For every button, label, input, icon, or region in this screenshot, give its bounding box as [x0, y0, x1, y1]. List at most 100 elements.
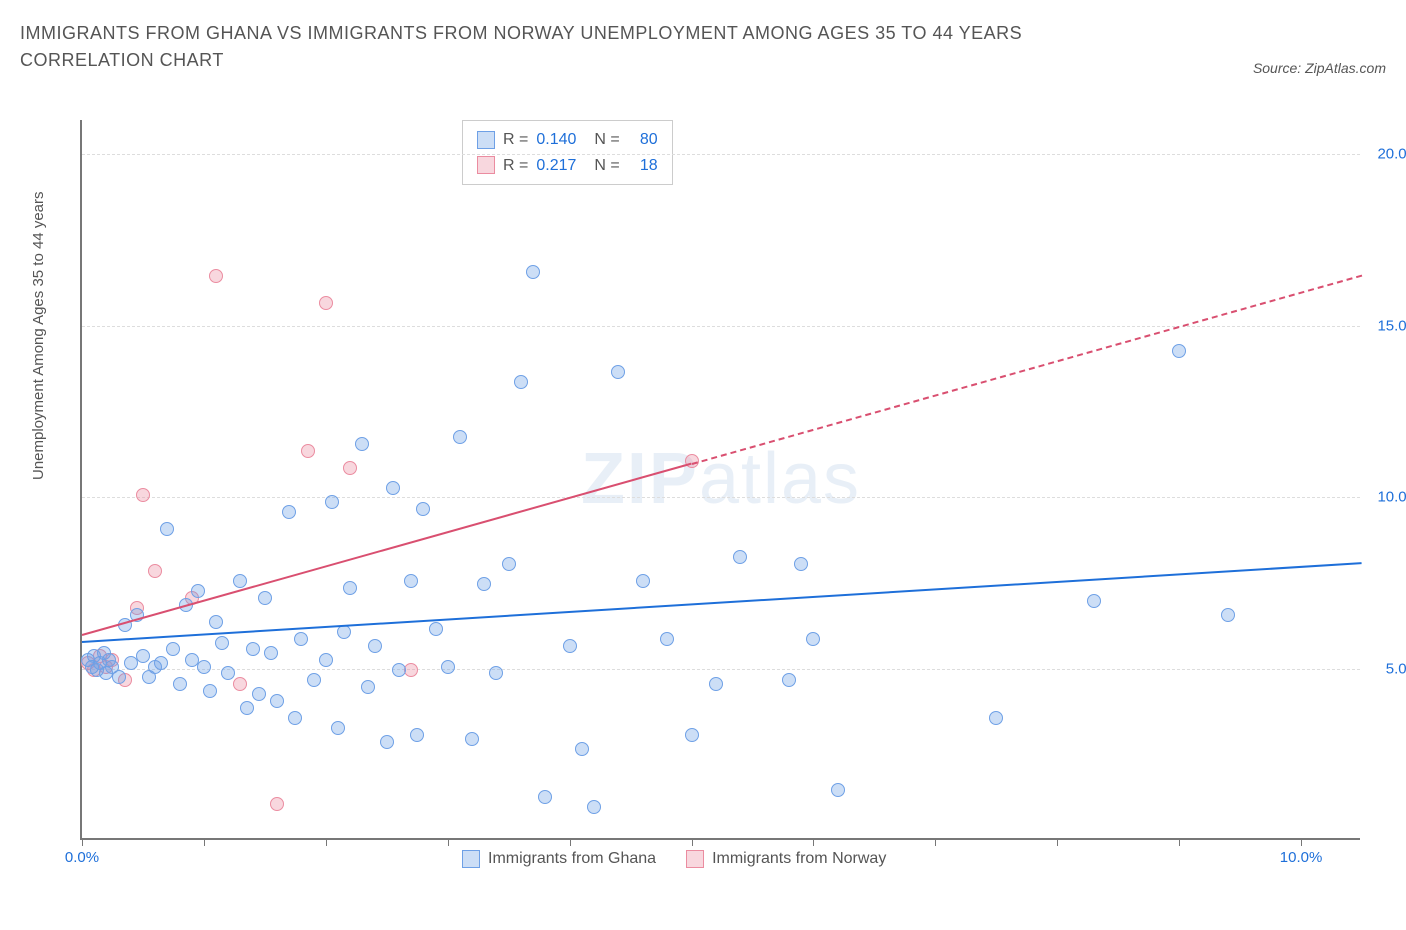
- legend-r-label: R =: [503, 127, 528, 153]
- scatter-point-ghana: [307, 673, 321, 687]
- x-tick-label: 0.0%: [65, 849, 99, 866]
- scatter-point-ghana: [575, 742, 589, 756]
- scatter-point-ghana: [233, 574, 247, 588]
- scatter-point-ghana: [264, 646, 278, 660]
- scatter-point-ghana: [203, 684, 217, 698]
- legend-n-value: 18: [628, 153, 658, 179]
- series-legend-item: Immigrants from Norway: [686, 850, 886, 868]
- x-tick: [570, 838, 571, 846]
- correlation-legend: R =0.140N =80R =0.217N =18: [462, 120, 673, 185]
- chart-title: IMMIGRANTS FROM GHANA VS IMMIGRANTS FROM…: [20, 20, 1120, 74]
- trend-line-ghana: [82, 562, 1362, 643]
- scatter-point-ghana: [685, 728, 699, 742]
- scatter-point-ghana: [441, 660, 455, 674]
- scatter-point-ghana: [636, 574, 650, 588]
- scatter-point-ghana: [1172, 344, 1186, 358]
- scatter-point-ghana: [221, 666, 235, 680]
- grid-line: [82, 326, 1360, 327]
- scatter-point-ghana: [709, 677, 723, 691]
- series-legend-label: Immigrants from Ghana: [488, 850, 656, 868]
- scatter-point-ghana: [526, 265, 540, 279]
- x-tick: [1301, 838, 1302, 846]
- series-legend: Immigrants from Ghana Immigrants from Nor…: [462, 850, 886, 868]
- x-tick: [1057, 838, 1058, 846]
- scatter-point-ghana: [294, 632, 308, 646]
- scatter-point-ghana: [355, 437, 369, 451]
- scatter-point-ghana: [240, 701, 254, 715]
- scatter-point-ghana: [215, 636, 229, 650]
- scatter-point-ghana: [587, 800, 601, 814]
- legend-row: R =0.217N =18: [477, 153, 658, 179]
- scatter-point-ghana: [252, 687, 266, 701]
- scatter-point-ghana: [361, 680, 375, 694]
- scatter-point-ghana: [1221, 608, 1235, 622]
- scatter-point-norway: [148, 564, 162, 578]
- scatter-point-ghana: [270, 694, 284, 708]
- scatter-point-ghana: [337, 625, 351, 639]
- legend-n-label: N =: [594, 127, 619, 153]
- scatter-point-ghana: [331, 721, 345, 735]
- scatter-point-ghana: [166, 642, 180, 656]
- legend-swatch: [462, 850, 480, 868]
- scatter-point-ghana: [453, 430, 467, 444]
- legend-swatch: [686, 850, 704, 868]
- source-attribution: Source: ZipAtlas.com: [1253, 60, 1386, 76]
- scatter-point-ghana: [209, 615, 223, 629]
- scatter-point-norway: [136, 488, 150, 502]
- scatter-point-norway: [319, 296, 333, 310]
- legend-r-label: R =: [503, 153, 528, 179]
- x-tick: [448, 838, 449, 846]
- scatter-point-ghana: [611, 365, 625, 379]
- legend-n-value: 80: [628, 127, 658, 153]
- legend-n-label: N =: [594, 153, 619, 179]
- scatter-point-norway: [233, 677, 247, 691]
- scatter-point-ghana: [660, 632, 674, 646]
- chart-container: IMMIGRANTS FROM GHANA VS IMMIGRANTS FROM…: [20, 20, 1386, 910]
- scatter-point-ghana: [258, 591, 272, 605]
- y-tick-label: 5.0%: [1386, 660, 1406, 677]
- scatter-point-ghana: [477, 577, 491, 591]
- scatter-point-ghana: [831, 783, 845, 797]
- x-tick: [813, 838, 814, 846]
- scatter-point-ghana: [1087, 594, 1101, 608]
- scatter-point-ghana: [386, 481, 400, 495]
- scatter-point-ghana: [563, 639, 577, 653]
- legend-swatch: [477, 131, 495, 149]
- scatter-point-ghana: [173, 677, 187, 691]
- scatter-point-ghana: [794, 557, 808, 571]
- scatter-point-ghana: [112, 670, 126, 684]
- scatter-point-ghana: [343, 581, 357, 595]
- scatter-point-ghana: [429, 622, 443, 636]
- scatter-point-ghana: [197, 660, 211, 674]
- scatter-point-ghana: [325, 495, 339, 509]
- scatter-point-ghana: [288, 711, 302, 725]
- scatter-point-ghana: [392, 663, 406, 677]
- scatter-point-ghana: [154, 656, 168, 670]
- scatter-point-norway: [209, 269, 223, 283]
- scatter-point-ghana: [319, 653, 333, 667]
- scatter-point-ghana: [416, 502, 430, 516]
- grid-line: [82, 669, 1360, 670]
- scatter-point-ghana: [368, 639, 382, 653]
- x-tick: [1179, 838, 1180, 846]
- plot-area: ZIPatlas R =0.140N =80R =0.217N =18 Immi…: [80, 120, 1360, 840]
- scatter-point-norway: [404, 663, 418, 677]
- scatter-point-norway: [301, 444, 315, 458]
- watermark: ZIPatlas: [581, 438, 861, 520]
- legend-r-value: 0.140: [536, 127, 586, 153]
- scatter-point-ghana: [502, 557, 516, 571]
- scatter-point-ghana: [410, 728, 424, 742]
- x-tick: [82, 838, 83, 846]
- scatter-point-ghana: [191, 584, 205, 598]
- scatter-point-ghana: [806, 632, 820, 646]
- legend-row: R = 0.140 N = 80: [477, 127, 658, 153]
- x-tick: [692, 838, 693, 846]
- title-row: IMMIGRANTS FROM GHANA VS IMMIGRANTS FROM…: [20, 20, 1386, 76]
- legend-swatch: [477, 156, 495, 174]
- scatter-point-ghana: [989, 711, 1003, 725]
- scatter-point-ghana: [489, 666, 503, 680]
- trend-line-norway-extrapolated: [691, 274, 1362, 464]
- scatter-point-ghana: [514, 375, 528, 389]
- y-tick-label: 15.0%: [1377, 317, 1406, 334]
- y-tick-label: 20.0%: [1377, 146, 1406, 163]
